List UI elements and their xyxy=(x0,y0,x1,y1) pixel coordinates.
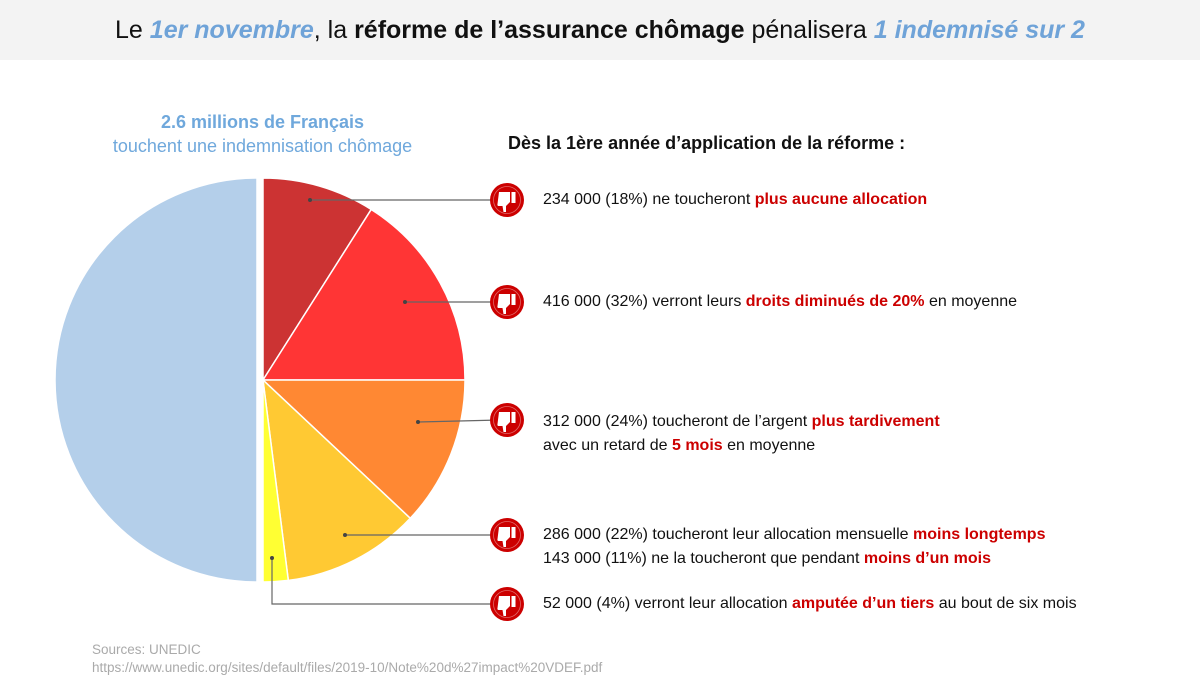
title-segment: 1er novembre xyxy=(149,15,314,44)
pie-slice xyxy=(262,177,373,383)
thumbs-down-icon xyxy=(489,517,525,553)
impact-item: 416 000 (32%) verront leurs droits dimin… xyxy=(543,290,1017,314)
pie-slice xyxy=(261,378,412,582)
subtitle-line1: 2.6 millions de Français xyxy=(160,112,365,132)
leader-dot xyxy=(403,300,407,304)
impact-text: 312 000 (24%) toucheront de l’argent xyxy=(543,413,812,430)
pie-slice xyxy=(261,208,466,381)
list-heading: Dès la 1ère année d’application de la ré… xyxy=(508,133,906,153)
impact-text: moins longtemps xyxy=(913,526,1046,543)
title-segment: Le xyxy=(115,15,150,44)
impact-text: 143 000 (11%) ne la toucheront que penda… xyxy=(543,550,864,567)
impact-text: amputée d’un tiers xyxy=(792,595,935,612)
impact-item: 52 000 (4%) verront leur allocation ampu… xyxy=(543,592,1077,616)
impact-text: 5 mois xyxy=(671,437,723,454)
subtitle-line2: touchent une indemnisation chômage xyxy=(112,136,413,156)
leader-line xyxy=(271,558,500,605)
leader-line xyxy=(417,419,501,423)
source-url[interactable]: https://www.unedic.org/sites/default/fil… xyxy=(92,660,603,675)
title-banner: Le 1er novembre, la réforme de l’assuran… xyxy=(0,0,1200,60)
impact-text: au bout de six mois xyxy=(934,595,1077,612)
impact-item: 286 000 (22%) toucheront leur allocation… xyxy=(543,523,1045,571)
pie-slice xyxy=(262,379,290,583)
leader-dot xyxy=(270,556,274,560)
thumbs-down-icon xyxy=(489,586,525,622)
thumbs-down-icon xyxy=(489,182,525,218)
impact-line: 416 000 (32%) verront leurs droits dimin… xyxy=(543,290,1017,314)
pie-subtitle: 2.6 millions de Français touchent une in… xyxy=(60,110,465,158)
title-segment: pénalisera xyxy=(744,15,874,44)
source-label: Sources: UNEDIC xyxy=(92,642,201,657)
impact-line: 312 000 (24%) toucheront de l’argent plu… xyxy=(543,410,940,434)
leader-dot xyxy=(416,420,420,424)
impact-line: 234 000 (18%) ne toucheront plus aucune … xyxy=(543,188,927,212)
page-title: Le 1er novembre, la réforme de l’assuran… xyxy=(115,16,1085,45)
impact-text: droits diminués de 20% xyxy=(745,293,925,310)
impact-line: 52 000 (4%) verront leur allocation ampu… xyxy=(543,592,1077,616)
impact-text: en moyenne xyxy=(924,293,1018,310)
source: Sources: UNEDIC https://www.unedic.org/s… xyxy=(92,641,602,677)
impact-item: 312 000 (24%) toucheront de l’argent plu… xyxy=(543,410,940,458)
title-segment: 1 indemnisé sur 2 xyxy=(873,15,1085,44)
impact-text: plus aucune allocation xyxy=(754,191,928,208)
impact-text: en moyenne xyxy=(722,437,816,454)
impact-text: avec un retard de xyxy=(543,437,672,454)
thumbs-down-icon xyxy=(489,402,525,438)
title-segment: réforme de l’assurance chômage xyxy=(354,15,745,44)
impact-text: 234 000 (18%) ne toucheront xyxy=(543,191,755,208)
leader-dot xyxy=(308,198,312,202)
impact-line: 143 000 (11%) ne la toucheront que penda… xyxy=(543,547,1045,571)
impact-item: 234 000 (18%) ne toucheront plus aucune … xyxy=(543,188,927,212)
thumbs-down-icon xyxy=(489,284,525,320)
impact-line: avec un retard de 5 mois en moyenne xyxy=(543,434,940,458)
title-segment: , la xyxy=(313,15,355,44)
impact-text: plus tardivement xyxy=(811,413,940,430)
impact-text: 416 000 (32%) verront leurs xyxy=(543,293,746,310)
pie-slice xyxy=(261,379,466,520)
impact-line: 286 000 (22%) toucheront leur allocation… xyxy=(543,523,1045,547)
impact-text: 52 000 (4%) verront leur allocation xyxy=(543,595,793,612)
leader-dot xyxy=(343,533,347,537)
impact-text: 286 000 (22%) toucheront leur allocation… xyxy=(543,526,914,543)
pie-slice xyxy=(54,177,258,583)
impact-text: moins d’un mois xyxy=(863,550,991,567)
